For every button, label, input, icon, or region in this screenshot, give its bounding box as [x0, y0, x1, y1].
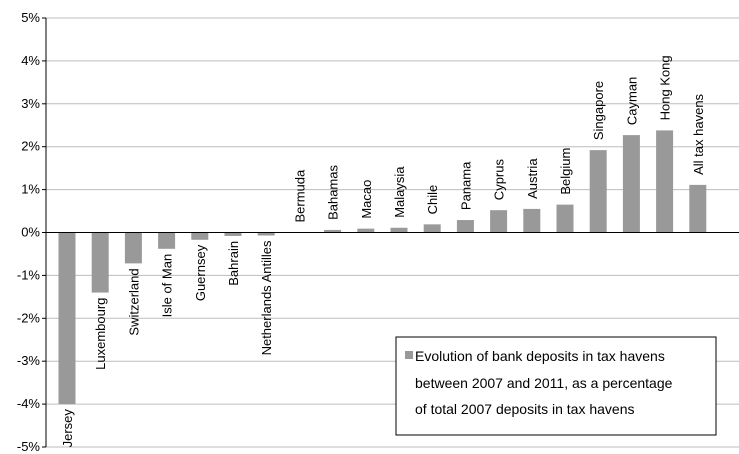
category-label: Chile	[425, 185, 440, 215]
category-label: All tax havens	[691, 93, 706, 174]
category-label: Cyprus	[492, 159, 507, 201]
category-label: Panama	[458, 161, 473, 210]
bar	[390, 227, 408, 233]
legend-swatch	[405, 351, 413, 359]
bar	[556, 204, 574, 233]
y-tick-label: -3%	[17, 353, 41, 368]
y-tick-label: -5%	[17, 439, 41, 454]
category-labels: Jersey Luxembourg Switzerland Isle of Man Gu…	[60, 55, 706, 447]
legend-line-2: between 2007 and 2011, as a percentage	[415, 375, 673, 391]
y-tick-label: -1%	[17, 267, 41, 282]
category-label: Austria	[525, 158, 540, 199]
legend-box	[395, 336, 717, 436]
category-label: Bermuda	[292, 169, 307, 223]
bar	[257, 232, 275, 236]
y-tick-label: 4%	[21, 53, 40, 68]
category-label: Bahamas	[326, 165, 341, 220]
legend: Evolution of bank deposits in tax havens…	[395, 336, 717, 436]
category-label: Switzerland	[126, 268, 141, 335]
y-tick-label: -2%	[17, 310, 41, 325]
category-label: Malaysia	[392, 166, 407, 218]
category-label: Singapore	[591, 81, 606, 140]
bar	[622, 135, 640, 233]
category-label: Jersey	[60, 409, 75, 448]
y-tick-label: 5%	[21, 10, 40, 25]
bar	[456, 220, 474, 233]
category-label: Hong Kong	[658, 55, 673, 120]
bar	[324, 229, 342, 233]
y-tick-label: 0%	[21, 225, 40, 240]
bar	[357, 228, 375, 233]
bar	[490, 210, 508, 233]
category-label: Luxembourg	[93, 298, 108, 370]
category-label: Guernsey	[193, 244, 208, 301]
legend-line-3: of total 2007 deposits in tax havens	[415, 401, 634, 417]
category-label: Belgium	[558, 148, 573, 195]
bar	[191, 232, 209, 240]
category-label: Macao	[359, 180, 374, 219]
bar	[124, 232, 142, 264]
category-label: Cayman	[624, 77, 639, 125]
bar	[523, 208, 541, 233]
y-tick-label: 1%	[21, 182, 40, 197]
bar	[224, 232, 242, 236]
bar	[656, 130, 674, 233]
y-tick-label: 2%	[21, 139, 40, 154]
category-label: Netherlands Antilles	[259, 240, 274, 355]
bar	[589, 150, 607, 233]
category-label: Bahrain	[226, 241, 241, 286]
bar	[423, 224, 441, 233]
bar	[689, 184, 707, 233]
y-tick-label: 3%	[21, 96, 40, 111]
y-axis: -5% -4% -3% -2% -1% 0% 1% 2% 3% 4% 5%	[17, 10, 47, 454]
bar	[91, 232, 109, 293]
category-label: Isle of Man	[160, 254, 175, 318]
y-tick-label: -4%	[17, 396, 41, 411]
legend-line-1: Evolution of bank deposits in tax havens	[415, 348, 665, 364]
bar	[158, 232, 176, 249]
bars	[46, 130, 739, 405]
bar	[58, 232, 76, 405]
